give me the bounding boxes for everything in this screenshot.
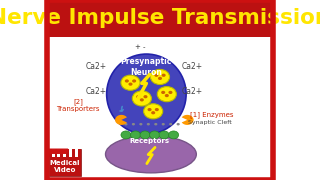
- Circle shape: [132, 123, 135, 125]
- Text: [1] Enzymes: [1] Enzymes: [190, 111, 234, 118]
- FancyBboxPatch shape: [46, 0, 274, 37]
- Circle shape: [157, 87, 176, 102]
- Ellipse shape: [106, 136, 196, 173]
- Circle shape: [169, 123, 172, 125]
- Circle shape: [162, 74, 166, 77]
- FancyBboxPatch shape: [49, 149, 81, 157]
- Circle shape: [143, 95, 148, 98]
- Circle shape: [140, 98, 144, 102]
- FancyBboxPatch shape: [66, 149, 69, 157]
- Circle shape: [121, 75, 140, 90]
- Wedge shape: [182, 115, 194, 125]
- Circle shape: [150, 69, 170, 85]
- Circle shape: [165, 94, 169, 97]
- Circle shape: [144, 104, 163, 119]
- Circle shape: [131, 131, 140, 139]
- Text: Medical
Video: Medical Video: [49, 159, 80, 173]
- Text: Presynaptic
Neuron: Presynaptic Neuron: [121, 57, 172, 77]
- Circle shape: [128, 82, 132, 86]
- Circle shape: [149, 131, 160, 139]
- Text: Ca2+: Ca2+: [86, 62, 107, 71]
- Circle shape: [154, 123, 157, 125]
- Circle shape: [139, 123, 142, 125]
- Circle shape: [168, 91, 172, 94]
- Text: Receptors: Receptors: [130, 138, 170, 144]
- Circle shape: [161, 91, 165, 94]
- Circle shape: [155, 108, 159, 111]
- Text: [2]
Transporters: [2] Transporters: [57, 99, 100, 112]
- Text: Ca2+: Ca2+: [181, 62, 202, 71]
- Circle shape: [169, 131, 179, 139]
- Circle shape: [159, 131, 169, 139]
- FancyBboxPatch shape: [49, 149, 52, 157]
- Text: +: +: [134, 44, 140, 50]
- Circle shape: [158, 77, 162, 80]
- Circle shape: [140, 131, 150, 139]
- Circle shape: [124, 123, 128, 125]
- FancyBboxPatch shape: [54, 149, 57, 157]
- Circle shape: [132, 91, 151, 106]
- Wedge shape: [115, 115, 127, 125]
- Circle shape: [136, 95, 140, 98]
- Polygon shape: [48, 149, 68, 153]
- Circle shape: [121, 131, 131, 139]
- Text: Ca2+: Ca2+: [181, 87, 202, 96]
- Circle shape: [125, 79, 129, 83]
- Circle shape: [132, 79, 136, 83]
- FancyBboxPatch shape: [49, 149, 81, 176]
- Circle shape: [154, 74, 158, 77]
- FancyBboxPatch shape: [78, 149, 81, 157]
- FancyBboxPatch shape: [60, 149, 63, 157]
- Circle shape: [151, 111, 155, 114]
- Text: Synaptic Cleft: Synaptic Cleft: [188, 120, 232, 125]
- Circle shape: [148, 108, 152, 111]
- Ellipse shape: [107, 54, 186, 134]
- Text: -: -: [143, 44, 145, 50]
- Circle shape: [147, 123, 150, 125]
- Circle shape: [162, 123, 165, 125]
- FancyBboxPatch shape: [46, 37, 274, 180]
- FancyBboxPatch shape: [72, 149, 75, 157]
- Text: Ca2+: Ca2+: [86, 87, 107, 96]
- Text: Nerve Impulse Transmission: Nerve Impulse Transmission: [0, 8, 320, 28]
- Circle shape: [177, 123, 180, 125]
